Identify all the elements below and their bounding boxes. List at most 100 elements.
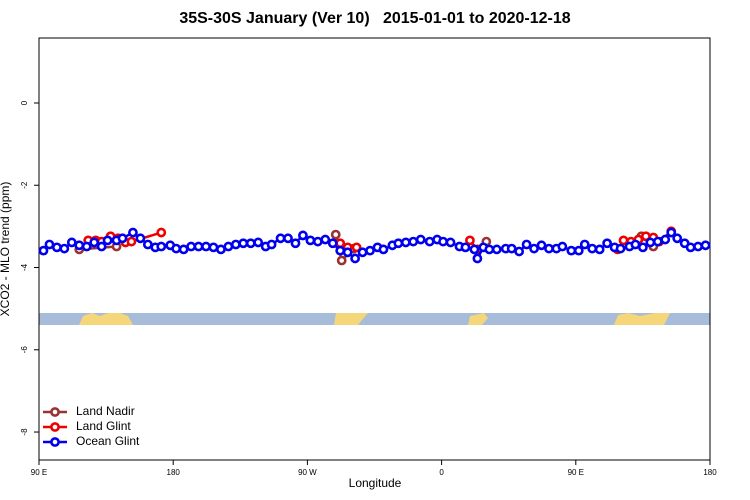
point	[74, 240, 85, 251]
point	[171, 243, 182, 254]
legend-label: Ocean Glint	[76, 434, 140, 448]
point	[238, 238, 249, 249]
point	[666, 227, 677, 238]
point	[201, 241, 211, 252]
point	[135, 233, 146, 244]
chart-title: 35S-30S January (Ver 10) 2015-01-01 to 2…	[179, 10, 570, 27]
point	[579, 239, 590, 250]
x-tick-label: 180	[703, 468, 717, 477]
point	[566, 245, 577, 256]
point	[126, 236, 137, 247]
point	[529, 243, 539, 254]
point	[438, 236, 448, 247]
point	[178, 244, 189, 255]
point	[602, 238, 613, 249]
point	[327, 238, 338, 249]
point	[393, 238, 404, 249]
point	[365, 245, 375, 256]
point	[672, 233, 683, 244]
point	[587, 243, 598, 254]
point	[351, 242, 362, 253]
y-tick-label: -4	[20, 263, 29, 271]
point	[266, 239, 277, 250]
legend-marker	[50, 422, 60, 432]
point	[378, 244, 389, 255]
point	[573, 245, 584, 256]
point	[142, 239, 153, 250]
point	[216, 244, 226, 255]
point	[472, 253, 483, 264]
point	[700, 240, 711, 251]
point	[408, 236, 419, 247]
point	[128, 227, 138, 238]
point	[424, 236, 435, 247]
point	[156, 227, 167, 238]
point	[117, 233, 128, 244]
point	[335, 245, 346, 256]
y-tick-label: 0	[20, 100, 29, 105]
point	[693, 241, 703, 252]
legend-marker	[50, 437, 60, 447]
point	[536, 240, 547, 251]
point	[645, 237, 656, 248]
point	[660, 234, 671, 245]
map-strip	[39, 313, 710, 325]
point	[469, 244, 480, 255]
point	[102, 235, 113, 246]
point	[544, 243, 554, 254]
point	[305, 235, 316, 246]
point	[320, 234, 331, 245]
y-axis-label: XCO2 - MLO trend (ppm)	[0, 182, 12, 317]
point	[156, 241, 167, 252]
point	[506, 243, 517, 254]
point	[557, 241, 568, 252]
point	[230, 239, 241, 250]
point	[336, 255, 347, 266]
point	[400, 237, 411, 248]
point	[253, 237, 264, 248]
point	[298, 230, 308, 241]
point	[514, 246, 525, 257]
point	[465, 235, 475, 246]
x-axis-label: Longitude	[349, 476, 402, 490]
point	[652, 236, 663, 247]
x-tick-label: 90 E	[568, 468, 584, 477]
legend-marker	[50, 407, 60, 417]
point	[66, 237, 77, 248]
point	[96, 241, 107, 252]
point	[638, 242, 648, 253]
point	[460, 242, 471, 253]
y-tick-label: -2	[20, 181, 29, 189]
point	[223, 241, 234, 252]
point	[208, 242, 219, 253]
point	[350, 253, 361, 264]
point	[283, 233, 293, 244]
point	[630, 239, 641, 250]
legend-label: Land Nadir	[76, 404, 135, 418]
x-tick-label: 180	[167, 468, 181, 477]
point	[44, 239, 55, 250]
point	[89, 237, 100, 248]
point	[521, 239, 532, 250]
y-tick-label: -8	[20, 428, 29, 436]
point	[330, 229, 341, 240]
y-tick-label: -6	[20, 346, 29, 354]
point	[81, 241, 92, 252]
legend-label: Land Glint	[76, 419, 131, 433]
point	[59, 243, 70, 254]
point	[275, 233, 286, 244]
point	[342, 247, 353, 258]
point	[415, 234, 426, 245]
point	[594, 244, 605, 255]
point	[193, 241, 204, 252]
point	[245, 238, 256, 249]
point	[618, 235, 629, 246]
point	[491, 244, 502, 255]
point	[51, 242, 62, 253]
point	[290, 238, 301, 249]
x-tick-label: 0	[439, 468, 444, 477]
point	[685, 242, 696, 253]
point	[312, 236, 323, 247]
